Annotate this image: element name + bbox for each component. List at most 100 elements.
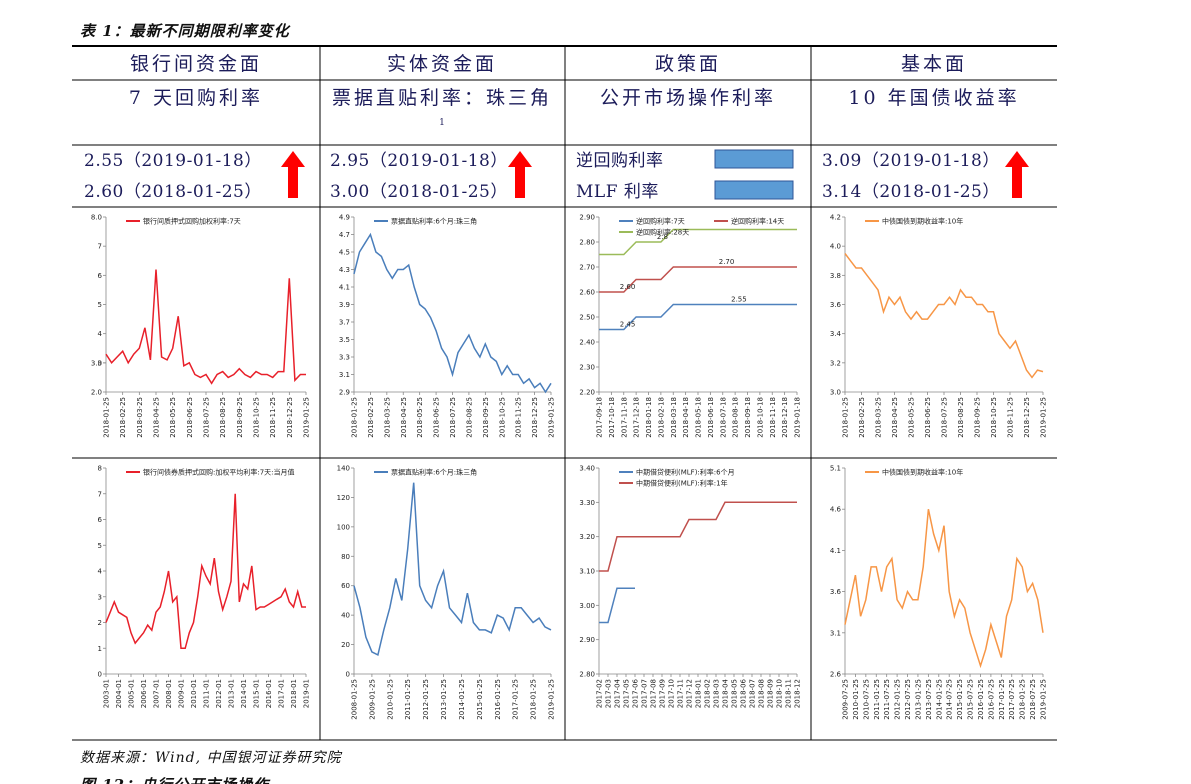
x-tick-label: 2017-01-25 bbox=[512, 679, 520, 720]
x-tick-label: 2018-09-25 bbox=[974, 397, 982, 438]
y-tick-label: 7 bbox=[98, 490, 102, 498]
x-tick-label: 2018-03-18 bbox=[670, 397, 678, 438]
y-tick-label: 4.6 bbox=[830, 506, 842, 514]
x-tick-label: 2018-06 bbox=[740, 678, 748, 708]
y-tick-label: 8.0 bbox=[91, 214, 102, 222]
y-tick-label: 2.70 bbox=[579, 264, 595, 272]
y-tick-label: 5 bbox=[98, 301, 102, 309]
x-tick-label: 2018-11-18 bbox=[769, 397, 777, 438]
legend-label: 中债国债到期收益率:10年 bbox=[882, 217, 963, 226]
x-tick-label: 2016-01-25 bbox=[977, 679, 985, 720]
x-tick-label: 2012-01-25 bbox=[422, 679, 430, 720]
x-tick-label: 2009-01-25 bbox=[368, 679, 376, 720]
x-tick-label: 2017-10-18 bbox=[608, 397, 616, 438]
x-tick-label: 2018-11-25 bbox=[269, 397, 277, 438]
x-tick-label: 2008-01-25 bbox=[351, 679, 359, 720]
y-tick-label: 3.1 bbox=[339, 371, 350, 379]
x-tick-label: 2018-08-25 bbox=[465, 397, 473, 438]
series-line bbox=[844, 509, 1044, 669]
y-tick-label: 3.7 bbox=[339, 319, 350, 327]
x-tick-label: 2018-05-25 bbox=[908, 397, 916, 438]
y-tick-label: 4.9 bbox=[339, 214, 350, 222]
y-tick-label: 2.30 bbox=[579, 364, 595, 372]
x-tick-label: 2010-07-25 bbox=[862, 679, 870, 720]
y-tick-label: 6 bbox=[98, 272, 103, 280]
x-tick-label: 2018-07-25 bbox=[1029, 679, 1037, 720]
chart: 2.20 2.30 2.40 2.50 2.60 2.70 2.80 2.90 2017-09-… bbox=[579, 214, 801, 438]
x-tick-label: 2018-06-25 bbox=[433, 397, 441, 438]
x-tick-label: 2018-11-25 bbox=[515, 397, 523, 438]
x-tick-label: 2012-01 bbox=[215, 679, 223, 708]
chart: 0 1 2 3 4 5 6 7 8 2003-01 2004-01 2005-01 2006-01 200… bbox=[98, 465, 311, 709]
chart: 0 20 40 60 80 100 120 140 2008-01-25 2009-01-25 20… bbox=[337, 465, 556, 720]
up-arrow bbox=[281, 151, 305, 198]
header: 政策面 bbox=[655, 53, 721, 75]
x-tick-label: 2018-10 bbox=[776, 679, 784, 708]
y-tick-label: 0 bbox=[98, 671, 102, 679]
x-tick-label: 2018-04-25 bbox=[891, 397, 899, 438]
up-arrow bbox=[1005, 151, 1029, 198]
y-tick-label: 3.40 bbox=[579, 465, 595, 473]
x-tick-label: 2018-10-25 bbox=[990, 397, 998, 438]
y-tick-label: 3.5 bbox=[339, 336, 350, 344]
y-tick-label: 4.7 bbox=[339, 231, 350, 239]
chart: 2.0 33.0 4 5 6 7 8.0 2018-01-25 2018-02-25 2018-0… bbox=[91, 214, 311, 438]
x-tick-label: 2008-01 bbox=[165, 679, 173, 708]
x-tick-label: 2017-11 bbox=[677, 679, 685, 708]
x-tick-label: 2010-01-25 bbox=[386, 679, 394, 720]
series-line bbox=[353, 482, 552, 656]
x-tick-label: 2018-07 bbox=[749, 679, 757, 708]
header: 银行间资金面 bbox=[130, 53, 262, 75]
x-tick-label: 2018-09 bbox=[767, 679, 775, 708]
y-tick-label: 2.60 bbox=[579, 289, 595, 297]
y-tick-label: 3.30 bbox=[579, 499, 595, 507]
x-tick-label: 2017-06 bbox=[632, 678, 640, 708]
x-tick-label: 2017-02 bbox=[596, 679, 604, 708]
legend-label: 银行间债券质押式回购:加权平均利率:7天:当月值 bbox=[143, 468, 295, 477]
x-tick-label: 2014-01-25 bbox=[935, 679, 943, 720]
y-tick-label: 100 bbox=[337, 523, 350, 531]
cell-text: 逆回购利率 bbox=[576, 151, 664, 171]
y-tick-label: 8 bbox=[98, 465, 102, 473]
subheader: 10 年国债收益率 bbox=[848, 87, 1019, 109]
y-tick-label: 4 bbox=[98, 568, 103, 576]
y-tick-label: 140 bbox=[337, 465, 350, 473]
legend-label: 票据直贴利率:6个月:珠三角 bbox=[391, 468, 477, 477]
x-tick-label: 2005-01 bbox=[128, 679, 136, 708]
series-line bbox=[599, 587, 635, 624]
y-tick-label: 2.90 bbox=[579, 636, 595, 644]
y-tick-label: 4.1 bbox=[830, 547, 841, 555]
x-tick-label: 2018-01-25 bbox=[842, 397, 850, 438]
x-tick-label: 2018-11 bbox=[785, 679, 793, 708]
y-tick-label: 2.20 bbox=[579, 389, 595, 397]
y-tick-label: 2 bbox=[98, 619, 102, 627]
y-tick-label: 3.10 bbox=[579, 568, 595, 576]
y-tick-label: 20 bbox=[341, 641, 350, 649]
y-tick-label: 6 bbox=[98, 516, 103, 524]
x-tick-label: 2019-01-25 bbox=[1040, 397, 1048, 438]
x-tick-label: 2016-07-25 bbox=[987, 679, 995, 720]
y-tick-label: 3 bbox=[98, 359, 102, 367]
x-tick-label: 2015-07-25 bbox=[967, 679, 975, 720]
x-tick-label: 2018-06-25 bbox=[186, 397, 194, 438]
y-tick-label: 80 bbox=[341, 553, 350, 561]
table-rules bbox=[72, 46, 1057, 741]
up-arrow bbox=[508, 151, 532, 198]
x-tick-label: 2011-01-25 bbox=[873, 679, 881, 720]
y-tick-label: 2.80 bbox=[579, 239, 595, 247]
x-tick-label: 2018-10-25 bbox=[498, 397, 506, 438]
x-tick-label: 2018-04-25 bbox=[153, 397, 161, 438]
data-label: 2.70 bbox=[719, 258, 735, 266]
y-tick-label: 60 bbox=[341, 582, 350, 590]
y-tick-label: 40 bbox=[341, 612, 350, 620]
y-tick-label: 4.2 bbox=[830, 214, 841, 222]
legend-label: 票据直贴利率:6个月:珠三角 bbox=[391, 217, 477, 226]
x-tick-label: 2014-01 bbox=[240, 679, 248, 708]
series-line bbox=[599, 266, 797, 293]
x-tick-label: 2012-07-25 bbox=[904, 679, 912, 720]
x-tick-label: 2018-01-25 bbox=[351, 397, 359, 438]
x-tick-label: 2018-10-18 bbox=[756, 397, 764, 438]
x-tick-label: 2018-05 bbox=[731, 679, 739, 708]
